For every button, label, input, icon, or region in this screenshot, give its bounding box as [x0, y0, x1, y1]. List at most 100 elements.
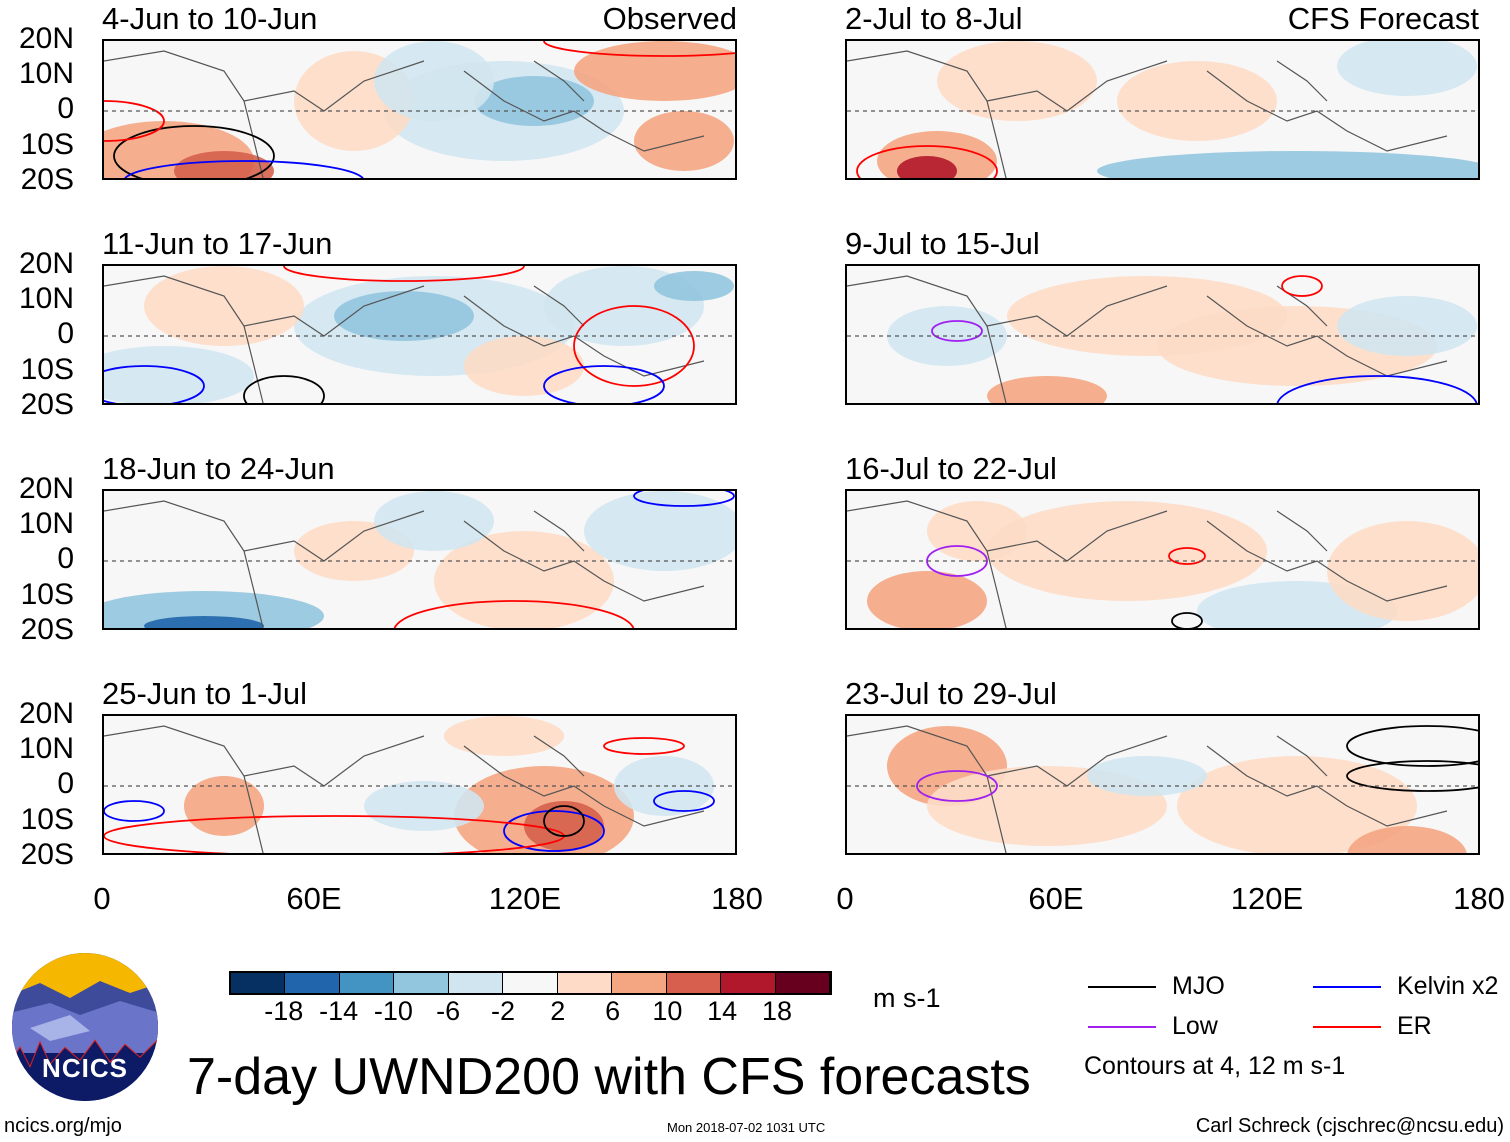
panel-title: 16-Jul to 22-Jul [845, 451, 1057, 486]
shading-region [464, 336, 584, 396]
shading-region [144, 266, 304, 346]
colorbar-swatch [231, 973, 286, 993]
legend-line-er [1313, 1026, 1381, 1028]
contour-line [104, 100, 165, 142]
colorbar-units: m s-1 [873, 983, 941, 1013]
colorbar-swatch [285, 973, 340, 993]
colorbar [229, 971, 832, 995]
map-panel-forecast-2 [845, 264, 1480, 405]
contour-line [1276, 375, 1478, 403]
panel-title: 2-Jul to 8-Jul [845, 1, 1023, 36]
legend-label: MJO [1172, 972, 1225, 1000]
shading-region [1117, 61, 1277, 141]
shading-region [584, 491, 735, 571]
footer-url: ncics.org/mjo [4, 1115, 122, 1137]
contour-line [503, 810, 605, 852]
panel-title: 18-Jun to 24-Jun [102, 451, 335, 486]
shading-region [987, 376, 1107, 403]
y-tick-label: 20N [18, 247, 74, 280]
observed-header: Observed [602, 1, 737, 36]
map-panel-forecast-3 [845, 489, 1480, 630]
colorbar-label: -18 [264, 996, 304, 1026]
panel-title: 25-Jun to 1-Jul [102, 676, 308, 711]
y-tick-label: 10S [20, 803, 74, 836]
contour-line [931, 320, 983, 342]
y-tick-label: 0 [57, 317, 74, 350]
x-tick-label: 180 [711, 881, 763, 916]
shading-region [184, 776, 264, 836]
contour-line [104, 365, 205, 403]
shading-region [1337, 41, 1477, 96]
shading-region [1327, 521, 1478, 621]
shading-region [654, 271, 734, 301]
legend-label: Low [1172, 1012, 1218, 1040]
contour-line [543, 365, 665, 403]
ncics-logo: NCICS [12, 953, 158, 1101]
shading-region [474, 76, 594, 126]
contour-line [1168, 547, 1206, 565]
shading-region [334, 291, 474, 341]
panel-title: 23-Jul to 29-Jul [845, 676, 1057, 711]
y-tick-label: 10S [20, 353, 74, 386]
y-tick-label: 0 [57, 92, 74, 125]
colorbar-label: -6 [436, 996, 461, 1026]
y-tick-label: 10S [20, 128, 74, 161]
contour-line [104, 800, 165, 822]
shading-region [1097, 151, 1478, 178]
y-tick-label: 10S [20, 578, 74, 611]
legend-label: Kelvin x2 [1397, 972, 1499, 1000]
contour-line [543, 805, 585, 837]
contour-line [283, 266, 525, 282]
shading-region [927, 501, 1027, 561]
colorbar-swatch [612, 973, 667, 993]
legend-line-low [1088, 1026, 1156, 1028]
contour-note: Contours at 4, 12 m s-1 [1084, 1052, 1346, 1080]
colorbar-swatch [339, 973, 395, 993]
shading-region [1347, 826, 1467, 853]
map-panel-forecast-4 [845, 714, 1480, 855]
contour-line [1281, 275, 1323, 297]
contour-line [573, 305, 695, 387]
contour-line [113, 125, 275, 178]
legend-line-mjo [1088, 986, 1156, 988]
forecast-header: CFS Forecast [1287, 1, 1479, 36]
x-tick-label: 60E [1028, 881, 1084, 916]
x-tick-label: 120E [488, 881, 562, 916]
contour-line [243, 375, 325, 403]
map-panel-observed-3 [102, 489, 737, 630]
colorbar-label: 18 [761, 996, 793, 1026]
y-tick-label: 20S [20, 613, 74, 646]
y-tick-label: 20S [20, 838, 74, 871]
legend-line-kelvin-x2 [1313, 986, 1381, 988]
y-tick-label: 10N [18, 732, 74, 765]
panel-title: 9-Jul to 15-Jul [845, 226, 1040, 261]
shading-region [174, 151, 274, 178]
contour-line [1346, 725, 1478, 767]
map-panel-observed-1 [102, 39, 737, 180]
y-tick-label: 0 [57, 767, 74, 800]
y-tick-label: 20S [20, 163, 74, 196]
contour-line [1171, 612, 1203, 628]
shading-region [937, 41, 1097, 121]
colorbar-swatch [721, 973, 776, 993]
panel-title: 4-Jun to 10-Jun [102, 1, 318, 36]
shading-region [444, 716, 564, 756]
colorbar-swatch [557, 973, 613, 993]
y-tick-label: 10N [18, 282, 74, 315]
colorbar-label: 2 [550, 996, 566, 1026]
colorbar-label: -2 [490, 996, 515, 1026]
contour-line [543, 41, 735, 57]
shading-region [867, 571, 987, 628]
author-credit: Carl Schreck (cjschrec@ncsu.edu) [1195, 1115, 1504, 1137]
contour-line [856, 145, 998, 178]
shading-region [144, 616, 264, 628]
timestamp: Mon 2018-07-02 1031 UTC [667, 1120, 826, 1135]
colorbar-label: -14 [319, 996, 359, 1026]
contour-line [124, 160, 364, 178]
shading-region [104, 346, 254, 403]
x-tick-label: 120E [1230, 881, 1304, 916]
logo-text: NCICS [42, 1053, 128, 1083]
figure-title: 7-day UWND200 with CFS forecasts [187, 1048, 1031, 1106]
x-tick-label: 0 [93, 881, 111, 916]
contour-line [633, 491, 735, 507]
